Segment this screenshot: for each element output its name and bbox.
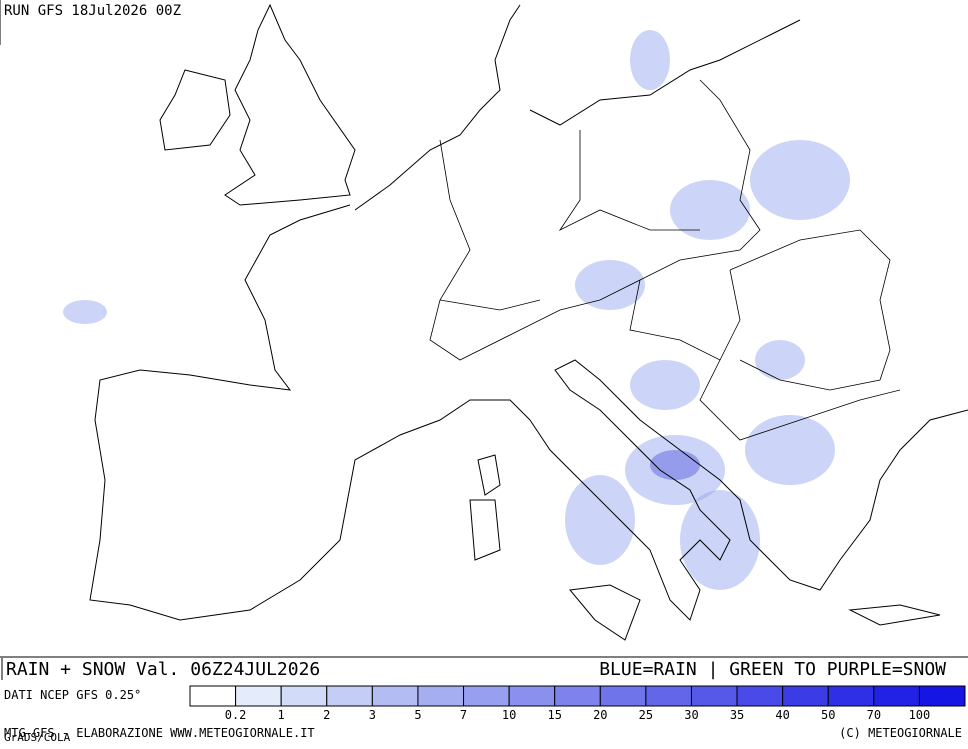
color-box (782, 685, 829, 707)
coastline (159, 69, 231, 151)
coastline (89, 204, 531, 621)
credit: MTG-GFS - ELABORAZIONE WWW.METEOGIORNALE… (4, 726, 315, 740)
colorbar-label: 30 (684, 708, 698, 722)
color-box (463, 685, 510, 707)
colorbar-label: 15 (547, 708, 561, 722)
colorbar-label: 3 (369, 708, 376, 722)
colorbar-label: 0.2 (225, 708, 247, 722)
colorbar-label: 35 (730, 708, 744, 722)
color-box (280, 685, 328, 707)
copyright: (C) METEOGIORNALE (839, 726, 962, 740)
rain-area (745, 415, 835, 485)
color-box (235, 685, 282, 707)
rain-area (630, 360, 700, 410)
color-box (508, 685, 556, 707)
color-box (918, 685, 966, 707)
color-box (645, 685, 692, 707)
map-title: RAIN + SNOW Val. 06Z24JUL2026 (6, 659, 320, 680)
coastline (469, 454, 941, 641)
legend-note: BLUE=RAIN | GREEN TO PURPLE=SNOW (599, 659, 946, 680)
rain-area (750, 140, 850, 220)
color-box (736, 685, 784, 707)
software: GrADS/COLA (4, 731, 71, 744)
color-box (827, 685, 875, 707)
colorbar-label: 20 (593, 708, 607, 722)
map (63, 3, 968, 641)
rain-area (63, 300, 107, 324)
colorbar-label: 50 (821, 708, 835, 722)
rain-area (565, 475, 635, 565)
color-box (189, 685, 237, 707)
colorbar-label: 7 (460, 708, 467, 722)
rain-area (755, 340, 805, 380)
color-box (599, 685, 647, 707)
colorbar-label: 10 (502, 708, 516, 722)
color-box (417, 685, 465, 707)
color-box (554, 685, 601, 707)
data-source: DATI NCEP GFS 0.25° (4, 688, 141, 702)
colorbar-label: 2 (323, 708, 330, 722)
colorbar-label: 25 (639, 708, 653, 722)
colorbar-label: 70 (867, 708, 881, 722)
color-box (873, 685, 920, 707)
rain-area (630, 30, 670, 90)
coastline (354, 4, 801, 211)
rain-area (680, 490, 760, 590)
coastline (224, 3, 356, 206)
run-label: RUN GFS 18Jul2026 00Z (4, 3, 181, 19)
colorbar: 0.2 1 2 3 5 7 10 15 20 25 30 35 40 50 70 100 (189, 685, 966, 722)
color-box (371, 685, 419, 707)
rain-area (575, 260, 645, 310)
colorbar-label: 40 (775, 708, 789, 722)
colorbar-label: 5 (414, 708, 421, 722)
color-box (690, 685, 738, 707)
precipitation (63, 30, 850, 590)
colorbar-label: 100 (909, 708, 931, 722)
coastline (529, 359, 968, 621)
rain-area (670, 180, 750, 240)
colorbar-label: 1 (278, 708, 285, 722)
border (429, 79, 901, 441)
rain-core (650, 450, 700, 480)
color-box (326, 685, 373, 707)
